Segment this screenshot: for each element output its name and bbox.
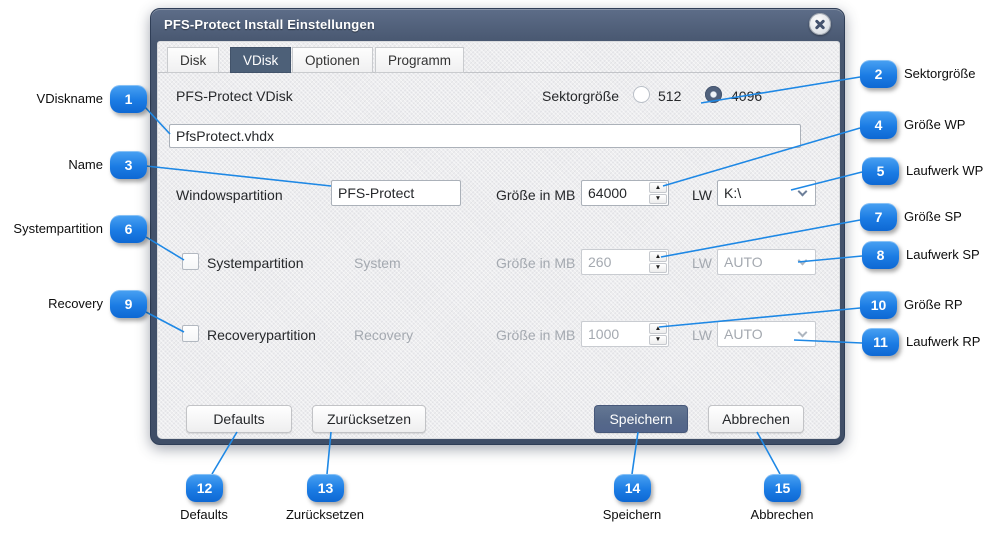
callout-label-14: Speichern: [602, 507, 662, 522]
tab-divider: [158, 72, 839, 73]
callout-badge-5: 5: [862, 157, 899, 185]
callout-badge-13: 13: [307, 474, 344, 502]
systempartition-checkbox[interactable]: [182, 253, 199, 270]
spin-up-icon[interactable]: ▲: [649, 182, 667, 193]
windows-size-spinner[interactable]: 64000 ▲ ▼: [581, 180, 669, 206]
windows-size-label: Größe in MB: [496, 187, 576, 203]
system-size-value: 260: [588, 254, 612, 270]
callout-badge-1: 1: [110, 85, 147, 113]
callout-badge-2: 2: [860, 60, 897, 88]
spin-down-icon: ▼: [649, 334, 667, 345]
windows-partition-label: Windowspartition: [176, 187, 283, 203]
callout-label-11: Laufwerk RP: [906, 334, 981, 349]
radio-4096[interactable]: [705, 86, 722, 103]
system-drive-dropdown: AUTO: [717, 249, 816, 275]
close-icon: [809, 13, 831, 35]
callout-label-7: Größe SP: [904, 209, 962, 224]
dialog-content: Disk VDisk Optionen Programm PFS-Protect…: [157, 41, 840, 439]
chevron-down-icon: [797, 186, 808, 197]
defaults-button[interactable]: Defaults: [186, 405, 292, 433]
system-drive-label: LW: [692, 255, 712, 271]
window-title: PFS-Protect Install Einstellungen: [164, 17, 376, 32]
callout-badge-15: 15: [764, 474, 801, 502]
recovery-partition-name: Recovery: [354, 327, 414, 343]
windows-drive-value: K:\: [724, 185, 742, 201]
recovery-size-value: 1000: [588, 326, 620, 342]
vdisk-label: PFS-Protect VDisk: [176, 88, 293, 104]
spin-up-icon: ▲: [649, 323, 667, 334]
callout-label-2: Sektorgröße: [904, 66, 976, 81]
windows-drive-label: LW: [692, 187, 712, 203]
recovery-drive-value: AUTO: [724, 326, 763, 342]
recoverypartition-checkbox[interactable]: [182, 325, 199, 342]
radio-4096-label: 4096: [731, 88, 763, 104]
callout-label-9: Recovery: [48, 296, 103, 311]
chevron-down-icon: [797, 327, 808, 338]
callout-label-6: Systempartition: [13, 221, 103, 236]
tab-disk[interactable]: Disk: [167, 47, 220, 73]
callout-label-12: Defaults: [180, 507, 228, 522]
system-drive-value: AUTO: [724, 254, 763, 270]
callout-badge-6: 6: [110, 215, 147, 243]
callout-label-8: Laufwerk SP: [906, 247, 980, 262]
recovery-drive-label: LW: [692, 327, 712, 343]
radio-512[interactable]: [633, 86, 650, 103]
callout-label-5: Laufwerk WP: [906, 163, 984, 178]
settings-dialog: PFS-Protect Install Einstellungen Disk V…: [150, 8, 845, 445]
cancel-button[interactable]: Abbrechen: [708, 405, 804, 433]
tab-vdisk[interactable]: VDisk: [230, 47, 292, 73]
callout-badge-3: 3: [110, 151, 147, 179]
callout-badge-10: 10: [860, 291, 897, 319]
callout-badge-7: 7: [860, 203, 897, 231]
callout-badge-9: 9: [110, 290, 147, 318]
callout-badge-4: 4: [860, 111, 897, 139]
tab-programm[interactable]: Programm: [375, 47, 465, 73]
reset-button[interactable]: Zurücksetzen: [312, 405, 426, 433]
spin-up-icon: ▲: [649, 251, 667, 262]
spin-down-icon[interactable]: ▼: [649, 193, 667, 204]
spin-down-icon: ▼: [649, 262, 667, 273]
tab-optionen[interactable]: Optionen: [292, 47, 373, 73]
windows-drive-dropdown[interactable]: K:\: [717, 180, 816, 206]
recovery-partition-label: Recoverypartition: [207, 327, 316, 343]
system-size-label: Größe in MB: [496, 255, 576, 271]
vdisk-filename-input[interactable]: [169, 124, 801, 148]
callout-label-4: Größe WP: [904, 117, 966, 132]
save-button[interactable]: Speichern: [594, 405, 688, 433]
system-partition-name: System: [354, 255, 401, 271]
system-size-spinner: 260 ▲ ▼: [581, 249, 669, 275]
recovery-drive-dropdown: AUTO: [717, 321, 816, 347]
titlebar: PFS-Protect Install Einstellungen: [151, 9, 844, 41]
callout-label-15: Abbrechen: [750, 507, 814, 522]
windows-partition-name-input[interactable]: [331, 180, 461, 206]
callout-label-3: Name: [68, 157, 103, 172]
callout-badge-11: 11: [862, 328, 899, 356]
callout-label-13: Zurücksetzen: [285, 507, 365, 522]
callout-badge-8: 8: [862, 241, 899, 269]
recovery-size-spinner: 1000 ▲ ▼: [581, 321, 669, 347]
close-button[interactable]: [809, 13, 831, 35]
callout-badge-14: 14: [614, 474, 651, 502]
callout-badge-12: 12: [186, 474, 223, 502]
chevron-down-icon: [797, 255, 808, 266]
radio-512-label: 512: [658, 88, 682, 104]
callout-label-1: VDiskname: [36, 91, 103, 106]
system-partition-label: Systempartition: [207, 255, 304, 271]
recovery-size-label: Größe in MB: [496, 327, 576, 343]
callout-label-10: Größe RP: [904, 297, 963, 312]
sector-size-label: Sektorgröße: [542, 88, 620, 104]
windows-size-value[interactable]: 64000: [588, 185, 627, 201]
